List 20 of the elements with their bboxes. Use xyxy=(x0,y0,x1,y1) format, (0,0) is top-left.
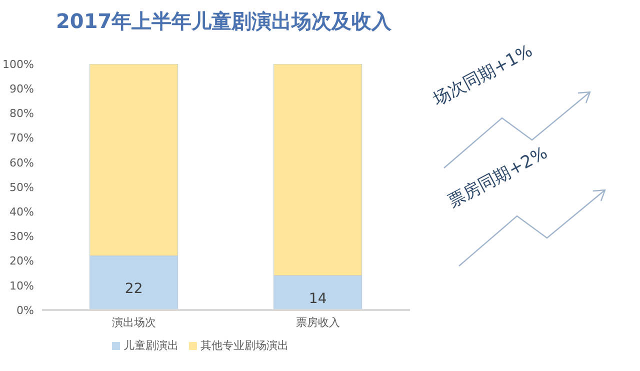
y-tick-label: 10% xyxy=(10,279,34,292)
y-tick-label: 60% xyxy=(10,156,34,170)
text: 场次同期+1% xyxy=(429,40,536,111)
chart-title: 2017年上半年儿童剧演出场次及收入 xyxy=(56,8,392,35)
data-label: 14 xyxy=(308,290,327,307)
text: 票房同期+2% xyxy=(444,142,552,213)
y-tick-label: 80% xyxy=(10,107,34,120)
x-tick-label: 演出场次 xyxy=(112,316,156,329)
data-label: 22 xyxy=(124,280,143,297)
y-tick-label: 0% xyxy=(16,304,34,317)
y-tick-label: 100% xyxy=(2,58,34,71)
y-tick-label: 50% xyxy=(10,180,34,194)
y-tick-label: 70% xyxy=(10,132,34,145)
y-tick-label: 90% xyxy=(10,82,34,96)
y-tick-label: 20% xyxy=(10,254,34,268)
legend-label: 其他专业剧场演出 xyxy=(200,339,288,352)
y-tick-label: 30% xyxy=(10,230,34,244)
x-tick-label: 票房收入 xyxy=(296,316,340,329)
legend-label: 儿童剧演出 xyxy=(124,339,178,352)
y-tick-label: 40% xyxy=(10,206,34,219)
